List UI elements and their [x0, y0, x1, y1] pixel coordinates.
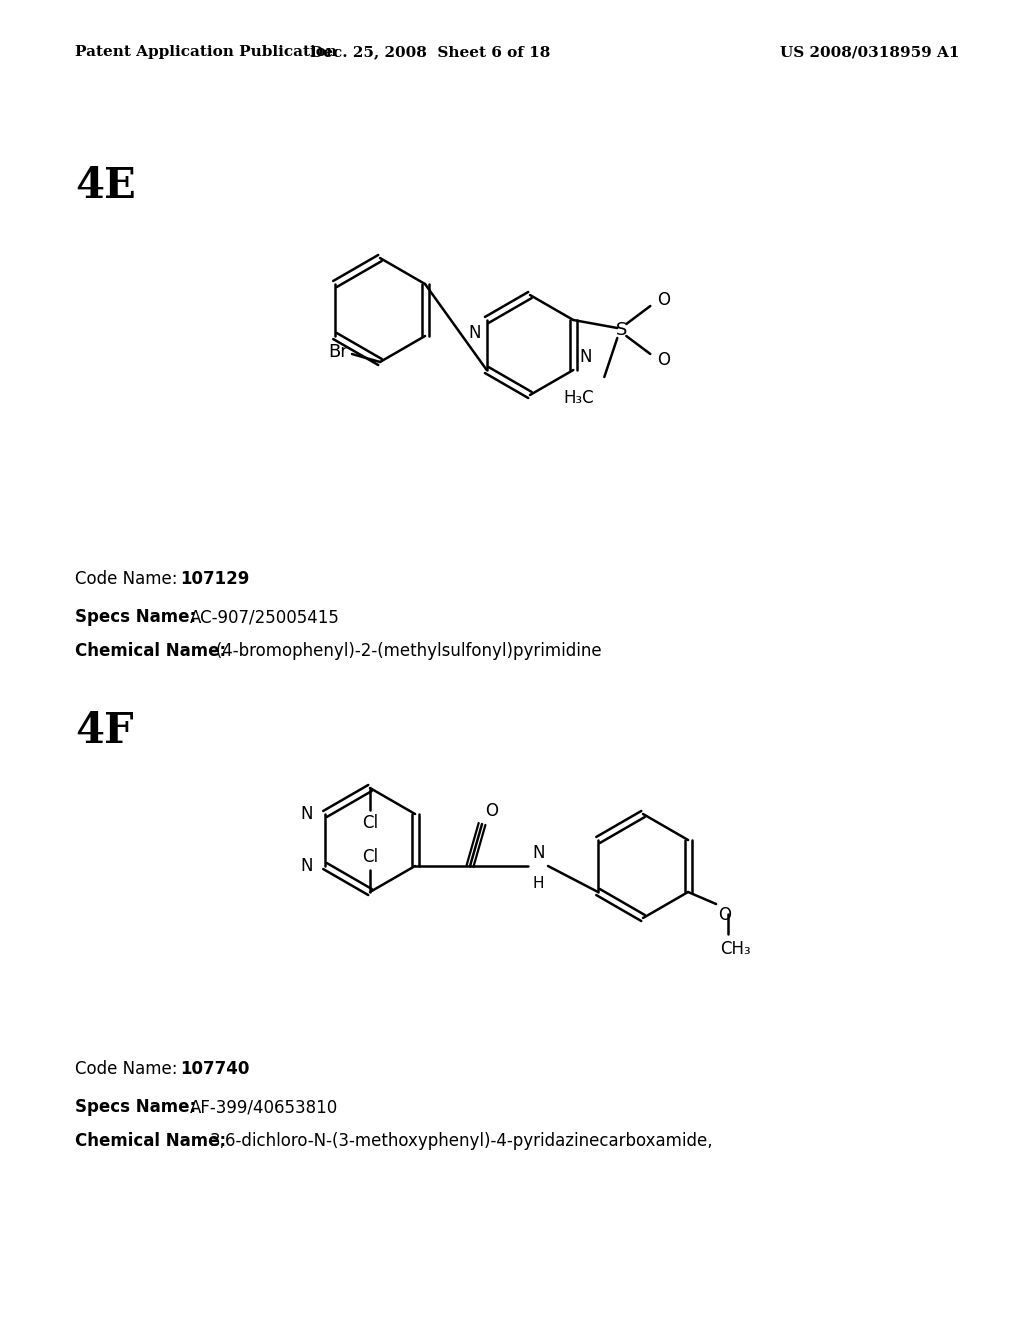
Text: Cl: Cl: [361, 814, 378, 832]
Text: Patent Application Publication: Patent Application Publication: [75, 45, 337, 59]
Text: Cl: Cl: [361, 847, 378, 866]
Text: O: O: [657, 351, 671, 370]
Text: N: N: [468, 323, 480, 342]
Text: 3,6-dichloro-N-(3-methoxyphenyl)-4-pyridazinecarboxamide,: 3,6-dichloro-N-(3-methoxyphenyl)-4-pyrid…: [210, 1133, 714, 1150]
Text: 107740: 107740: [180, 1060, 250, 1078]
Text: Code Name:: Code Name:: [75, 570, 177, 587]
Text: Specs Name:: Specs Name:: [75, 1098, 197, 1115]
Text: O: O: [718, 906, 731, 924]
Text: AF-399/40653810: AF-399/40653810: [190, 1098, 338, 1115]
Text: Chemical Name:: Chemical Name:: [75, 1133, 226, 1150]
Text: Dec. 25, 2008  Sheet 6 of 18: Dec. 25, 2008 Sheet 6 of 18: [310, 45, 550, 59]
Text: 107129: 107129: [180, 570, 250, 587]
Text: S: S: [615, 321, 627, 339]
Text: O: O: [657, 290, 671, 309]
Text: N: N: [300, 857, 313, 875]
Text: 4E: 4E: [75, 165, 136, 207]
Text: H₃C: H₃C: [563, 389, 594, 407]
Text: Specs Name:: Specs Name:: [75, 609, 197, 626]
Text: US 2008/0318959 A1: US 2008/0318959 A1: [780, 45, 961, 59]
Text: H: H: [532, 876, 544, 891]
Text: 4F: 4F: [75, 710, 133, 752]
Text: Code Name:: Code Name:: [75, 1060, 177, 1078]
Text: Chemical Name:: Chemical Name:: [75, 642, 226, 660]
Text: Br: Br: [329, 343, 348, 360]
Text: N: N: [532, 843, 545, 862]
Text: O: O: [485, 803, 498, 820]
Text: -(4-bromophenyl)-2-(methylsulfonyl)pyrimidine: -(4-bromophenyl)-2-(methylsulfonyl)pyrim…: [210, 642, 602, 660]
Text: N: N: [300, 805, 313, 822]
Text: AC-907/25005415: AC-907/25005415: [190, 609, 340, 626]
Text: N: N: [580, 348, 592, 366]
Text: CH₃: CH₃: [720, 940, 751, 958]
